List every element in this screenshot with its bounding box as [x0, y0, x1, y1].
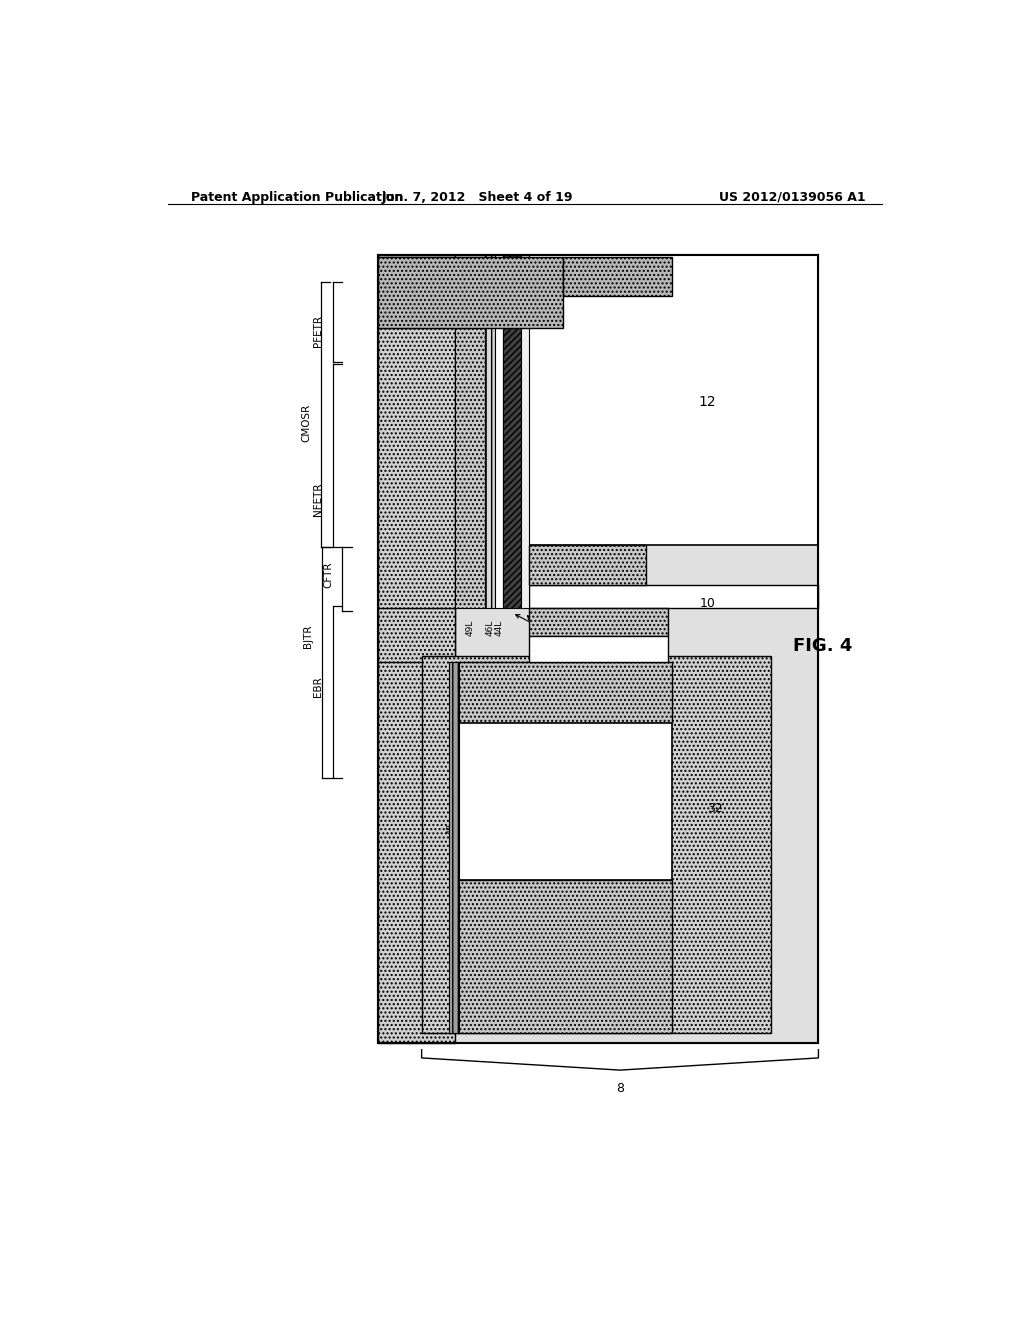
Text: Jun. 7, 2012   Sheet 4 of 19: Jun. 7, 2012 Sheet 4 of 19 [381, 191, 573, 203]
Bar [458, 661, 672, 722]
Text: 49L: 49L [466, 620, 474, 636]
Bar [422, 656, 771, 1032]
Text: 20: 20 [552, 952, 566, 961]
Text: 20: 20 [553, 688, 567, 698]
Text: 10: 10 [551, 797, 567, 810]
Text: 46L: 46L [485, 620, 495, 636]
Text: FIG. 4: FIG. 4 [793, 638, 852, 655]
Text: US 2012/0139056 A1: US 2012/0139056 A1 [720, 191, 866, 203]
Bar [528, 636, 668, 661]
Bar [528, 255, 818, 545]
Bar [458, 722, 672, 880]
Text: 42L: 42L [516, 615, 598, 659]
Text: 8: 8 [616, 1082, 624, 1096]
Text: 43: 43 [446, 824, 457, 836]
Bar [563, 257, 673, 296]
Text: Patent Application Publication: Patent Application Publication [191, 191, 403, 203]
Text: CFTR: CFTR [323, 562, 333, 589]
Bar [521, 255, 528, 607]
Text: 10: 10 [699, 597, 716, 610]
Bar [378, 255, 818, 1043]
Bar [378, 255, 455, 1043]
Bar [458, 880, 672, 1032]
Bar [378, 255, 818, 1043]
Text: BJTR: BJTR [303, 624, 313, 648]
Bar [485, 255, 496, 607]
Bar [504, 255, 521, 607]
Text: 10: 10 [571, 644, 586, 655]
Text: 44L: 44L [495, 620, 504, 636]
Text: 12: 12 [698, 395, 716, 409]
Text: 40L: 40L [527, 615, 598, 689]
Bar [455, 255, 485, 607]
Bar [378, 607, 455, 661]
Bar [450, 661, 459, 1032]
Text: 20: 20 [571, 560, 586, 570]
Text: EBR: EBR [313, 677, 324, 697]
Text: 20: 20 [573, 616, 588, 627]
Bar [378, 255, 818, 1043]
Bar [528, 607, 668, 636]
Text: CMOSR: CMOSR [301, 404, 311, 442]
Bar [496, 255, 504, 607]
Bar [528, 545, 646, 585]
Text: NFETR: NFETR [313, 482, 324, 516]
Bar [528, 585, 818, 607]
Text: PFETR: PFETR [313, 315, 324, 347]
Bar [378, 257, 563, 329]
Text: 32: 32 [708, 803, 723, 816]
